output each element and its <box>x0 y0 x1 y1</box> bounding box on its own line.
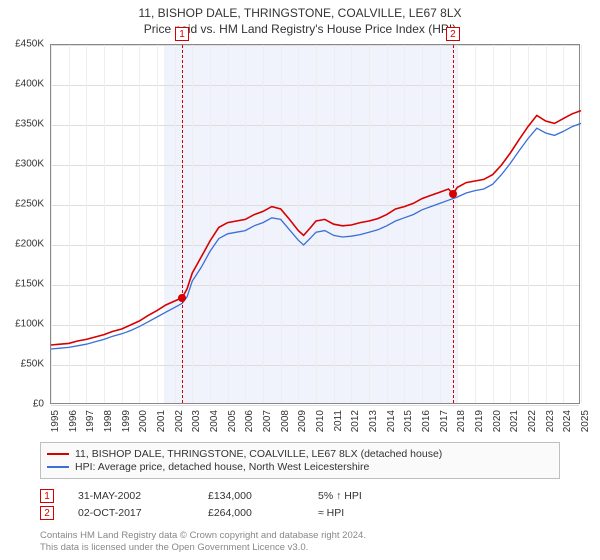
x-tick-label: 1996 <box>68 410 79 432</box>
footer: Contains HM Land Registry data © Crown c… <box>40 530 560 554</box>
marker-date: 31-MAY-2002 <box>78 490 208 502</box>
series-line-price_paid <box>51 111 581 345</box>
legend-swatch <box>47 453 69 455</box>
y-tick-label: £350K <box>15 119 44 130</box>
x-tick-label: 1995 <box>50 410 61 432</box>
legend: 11, BISHOP DALE, THRINGSTONE, COALVILLE,… <box>40 442 560 479</box>
marker-row: 1 31-MAY-2002 £134,000 5% ↑ HPI <box>40 489 560 503</box>
y-tick-label: £200K <box>15 239 44 250</box>
marker-dot <box>178 294 186 302</box>
x-axis-labels: 1995 1996 1997 1998 1999 2000 2001 2002 2003 2004… <box>50 406 580 440</box>
x-tick-label: 2017 <box>439 410 450 432</box>
marker-row: 2 02-OCT-2017 £264,000 ≈ HPI <box>40 506 560 520</box>
y-tick-label: £300K <box>15 159 44 170</box>
x-tick-label: 2001 <box>156 410 167 432</box>
title-subtitle: Price paid vs. HM Land Registry's House … <box>0 22 600 36</box>
x-tick-label: 2012 <box>350 410 361 432</box>
x-tick-label: 2002 <box>174 410 185 432</box>
marker-dot <box>449 190 457 198</box>
x-tick-label: 1997 <box>85 410 96 432</box>
plot-area: 12 <box>50 44 580 404</box>
x-tick-label: 2003 <box>191 410 202 432</box>
marker-relative: ≈ HPI <box>318 507 428 519</box>
marker-flag: 1 <box>175 27 189 41</box>
x-tick-label: 2016 <box>421 410 432 432</box>
footer-line: This data is licensed under the Open Gov… <box>40 542 560 554</box>
y-tick-label: £150K <box>15 279 44 290</box>
x-tick-label: 2014 <box>386 410 397 432</box>
y-tick-label: £450K <box>15 39 44 50</box>
x-tick-label: 2020 <box>492 410 503 432</box>
x-tick-label: 2010 <box>315 410 326 432</box>
legend-item-price-paid: 11, BISHOP DALE, THRINGSTONE, COALVILLE,… <box>47 448 553 460</box>
x-tick-label: 2000 <box>138 410 149 432</box>
legend-swatch <box>47 466 69 468</box>
x-tick-label: 2022 <box>527 410 538 432</box>
x-tick-label: 2021 <box>509 410 520 432</box>
chart-container: 11, BISHOP DALE, THRINGSTONE, COALVILLE,… <box>0 0 600 560</box>
legend-label: 11, BISHOP DALE, THRINGSTONE, COALVILLE,… <box>75 448 442 460</box>
marker-line <box>453 45 454 403</box>
x-tick-label: 1999 <box>121 410 132 432</box>
x-tick-label: 2023 <box>545 410 556 432</box>
x-tick-label: 2013 <box>368 410 379 432</box>
marker-relative: 5% ↑ HPI <box>318 490 428 502</box>
marker-price: £134,000 <box>208 490 318 502</box>
legend-label: HPI: Average price, detached house, Nort… <box>75 461 369 473</box>
y-tick-label: £0 <box>33 399 44 410</box>
marker-number-box: 2 <box>40 506 54 520</box>
y-tick-label: £400K <box>15 79 44 90</box>
titles: 11, BISHOP DALE, THRINGSTONE, COALVILLE,… <box>0 0 600 36</box>
x-tick-label: 2019 <box>474 410 485 432</box>
legend-item-hpi: HPI: Average price, detached house, Nort… <box>47 461 553 473</box>
y-axis-labels: £0£50K£100K£150K£200K£250K£300K£350K£400… <box>0 44 48 404</box>
x-tick-label: 2024 <box>562 410 573 432</box>
marker-number-box: 1 <box>40 489 54 503</box>
y-tick-label: £50K <box>21 359 44 370</box>
x-tick-label: 2006 <box>244 410 255 432</box>
marker-flag: 2 <box>446 27 460 41</box>
x-tick-label: 2009 <box>297 410 308 432</box>
series-line-hpi <box>51 123 581 349</box>
marker-table: 1 31-MAY-2002 £134,000 5% ↑ HPI 2 02-OCT… <box>40 486 560 523</box>
marker-line <box>182 45 183 403</box>
x-tick-label: 1998 <box>103 410 114 432</box>
x-tick-label: 2005 <box>227 410 238 432</box>
x-tick-label: 2007 <box>262 410 273 432</box>
x-tick-label: 2018 <box>456 410 467 432</box>
chart-svg <box>51 45 579 403</box>
marker-price: £264,000 <box>208 507 318 519</box>
x-tick-label: 2025 <box>580 410 591 432</box>
footer-line: Contains HM Land Registry data © Crown c… <box>40 530 560 542</box>
x-tick-label: 2008 <box>280 410 291 432</box>
y-tick-label: £100K <box>15 319 44 330</box>
title-address: 11, BISHOP DALE, THRINGSTONE, COALVILLE,… <box>0 6 600 20</box>
x-tick-label: 2004 <box>209 410 220 432</box>
marker-date: 02-OCT-2017 <box>78 507 208 519</box>
x-tick-label: 2015 <box>403 410 414 432</box>
y-tick-label: £250K <box>15 199 44 210</box>
x-tick-label: 2011 <box>333 410 344 432</box>
